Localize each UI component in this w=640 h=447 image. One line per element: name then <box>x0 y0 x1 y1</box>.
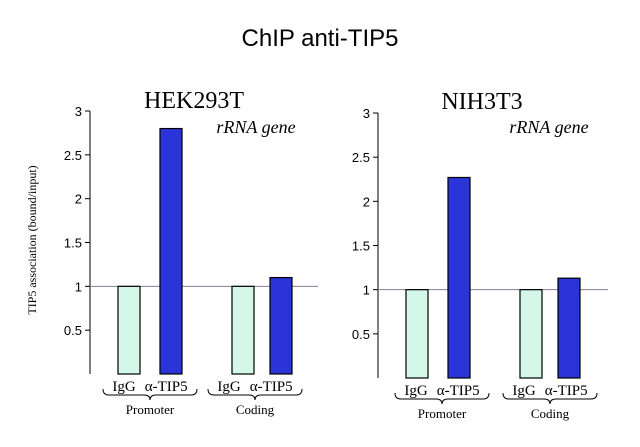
bar-labels: IgG α-TIP5 <box>404 383 479 399</box>
y-tick-label: 1.5 <box>352 239 370 254</box>
y-tick-label: 2.5 <box>64 148 82 163</box>
y-tick-label: 1 <box>363 283 370 298</box>
chart-annotation: rRNA gene <box>509 117 588 137</box>
y-tick-label: 1.5 <box>64 236 82 251</box>
y-tick-label: 3 <box>75 104 82 119</box>
bar-igg <box>117 285 141 375</box>
chart-panels: HEK293T rRNA gene 0.5 1 1.5 2 2.5 3 IgG α-TIP5 Pro… <box>64 88 608 421</box>
group-brace <box>102 388 198 401</box>
y-tick-label: 0.5 <box>352 327 370 342</box>
chart-panel-hek293t: HEK293T rRNA gene 0.5 1 1.5 2 2.5 3 IgG α-TIP5 Pro… <box>64 88 318 417</box>
group-label-promoter: Promoter <box>418 406 467 421</box>
y-tick-label: 2 <box>75 192 82 207</box>
bar-igg <box>405 289 429 379</box>
y-tick-label: 1 <box>75 279 82 294</box>
bar-tip5 <box>447 176 471 379</box>
group-brace <box>394 392 490 405</box>
group-brace <box>502 392 598 405</box>
chart-title: HEK293T <box>144 88 244 114</box>
y-tick-label: 0.5 <box>64 323 82 338</box>
chart-annotation: rRNA gene <box>216 117 295 137</box>
bar-labels: IgG α-TIP5 <box>112 379 187 395</box>
group-brace <box>207 388 303 401</box>
chart-title: NIH3T3 <box>441 89 522 115</box>
bar-labels: IgG α-TIP5 <box>512 383 587 399</box>
bar-tip5 <box>269 276 293 375</box>
figure-title: ChIP anti-TIP5 <box>242 25 399 52</box>
group-label-coding: Coding <box>236 402 275 417</box>
group-label-promoter: Promoter <box>126 402 175 417</box>
group-label-coding: Coding <box>531 406 570 421</box>
bar-tip5 <box>159 127 183 375</box>
y-tick-label: 3 <box>363 106 370 121</box>
y-tick-label: 2.5 <box>352 150 370 165</box>
bar-igg <box>231 285 255 375</box>
y-axis-label: TIP5 association (bound/input) <box>25 165 39 314</box>
bar-igg <box>519 289 543 379</box>
y-tick-label: 2 <box>363 194 370 209</box>
bar-tip5 <box>557 277 581 379</box>
bar-labels: IgG α-TIP5 <box>217 379 292 395</box>
